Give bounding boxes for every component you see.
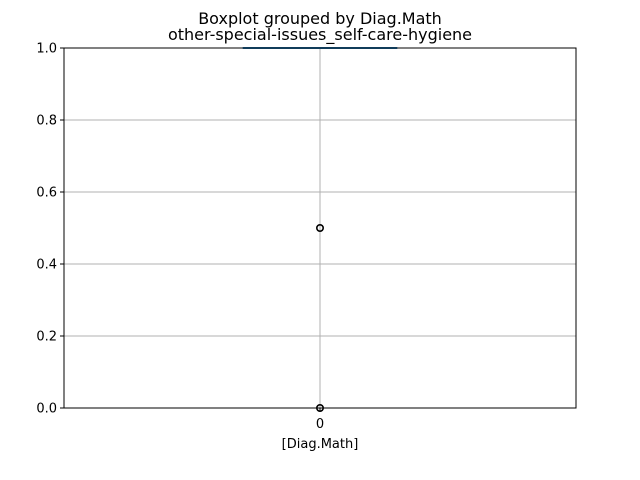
x-ticks: 0 — [316, 408, 324, 432]
y-ticks: 0.0 0.2 0.4 0.6 0.8 1.0 — [36, 42, 64, 417]
x-tick-label: 0 — [316, 417, 324, 432]
plot-area-frame — [63, 47, 577, 409]
x-axis-label: [Diag.Math] — [282, 437, 359, 452]
chart-suptitle: Boxplot grouped by Diag.Math — [198, 9, 442, 28]
y-tick-label: 0.2 — [36, 330, 57, 345]
outlier-point — [315, 224, 324, 233]
chart-title: other-special-issues_self-care-hygiene — [168, 25, 472, 45]
y-tick-label: 0.4 — [36, 258, 57, 273]
y-tick-label: 0.8 — [36, 114, 57, 129]
y-tick-label: 0.0 — [36, 402, 57, 417]
y-tick-label: 1.0 — [36, 42, 57, 57]
y-tick-label: 0.6 — [36, 186, 57, 201]
